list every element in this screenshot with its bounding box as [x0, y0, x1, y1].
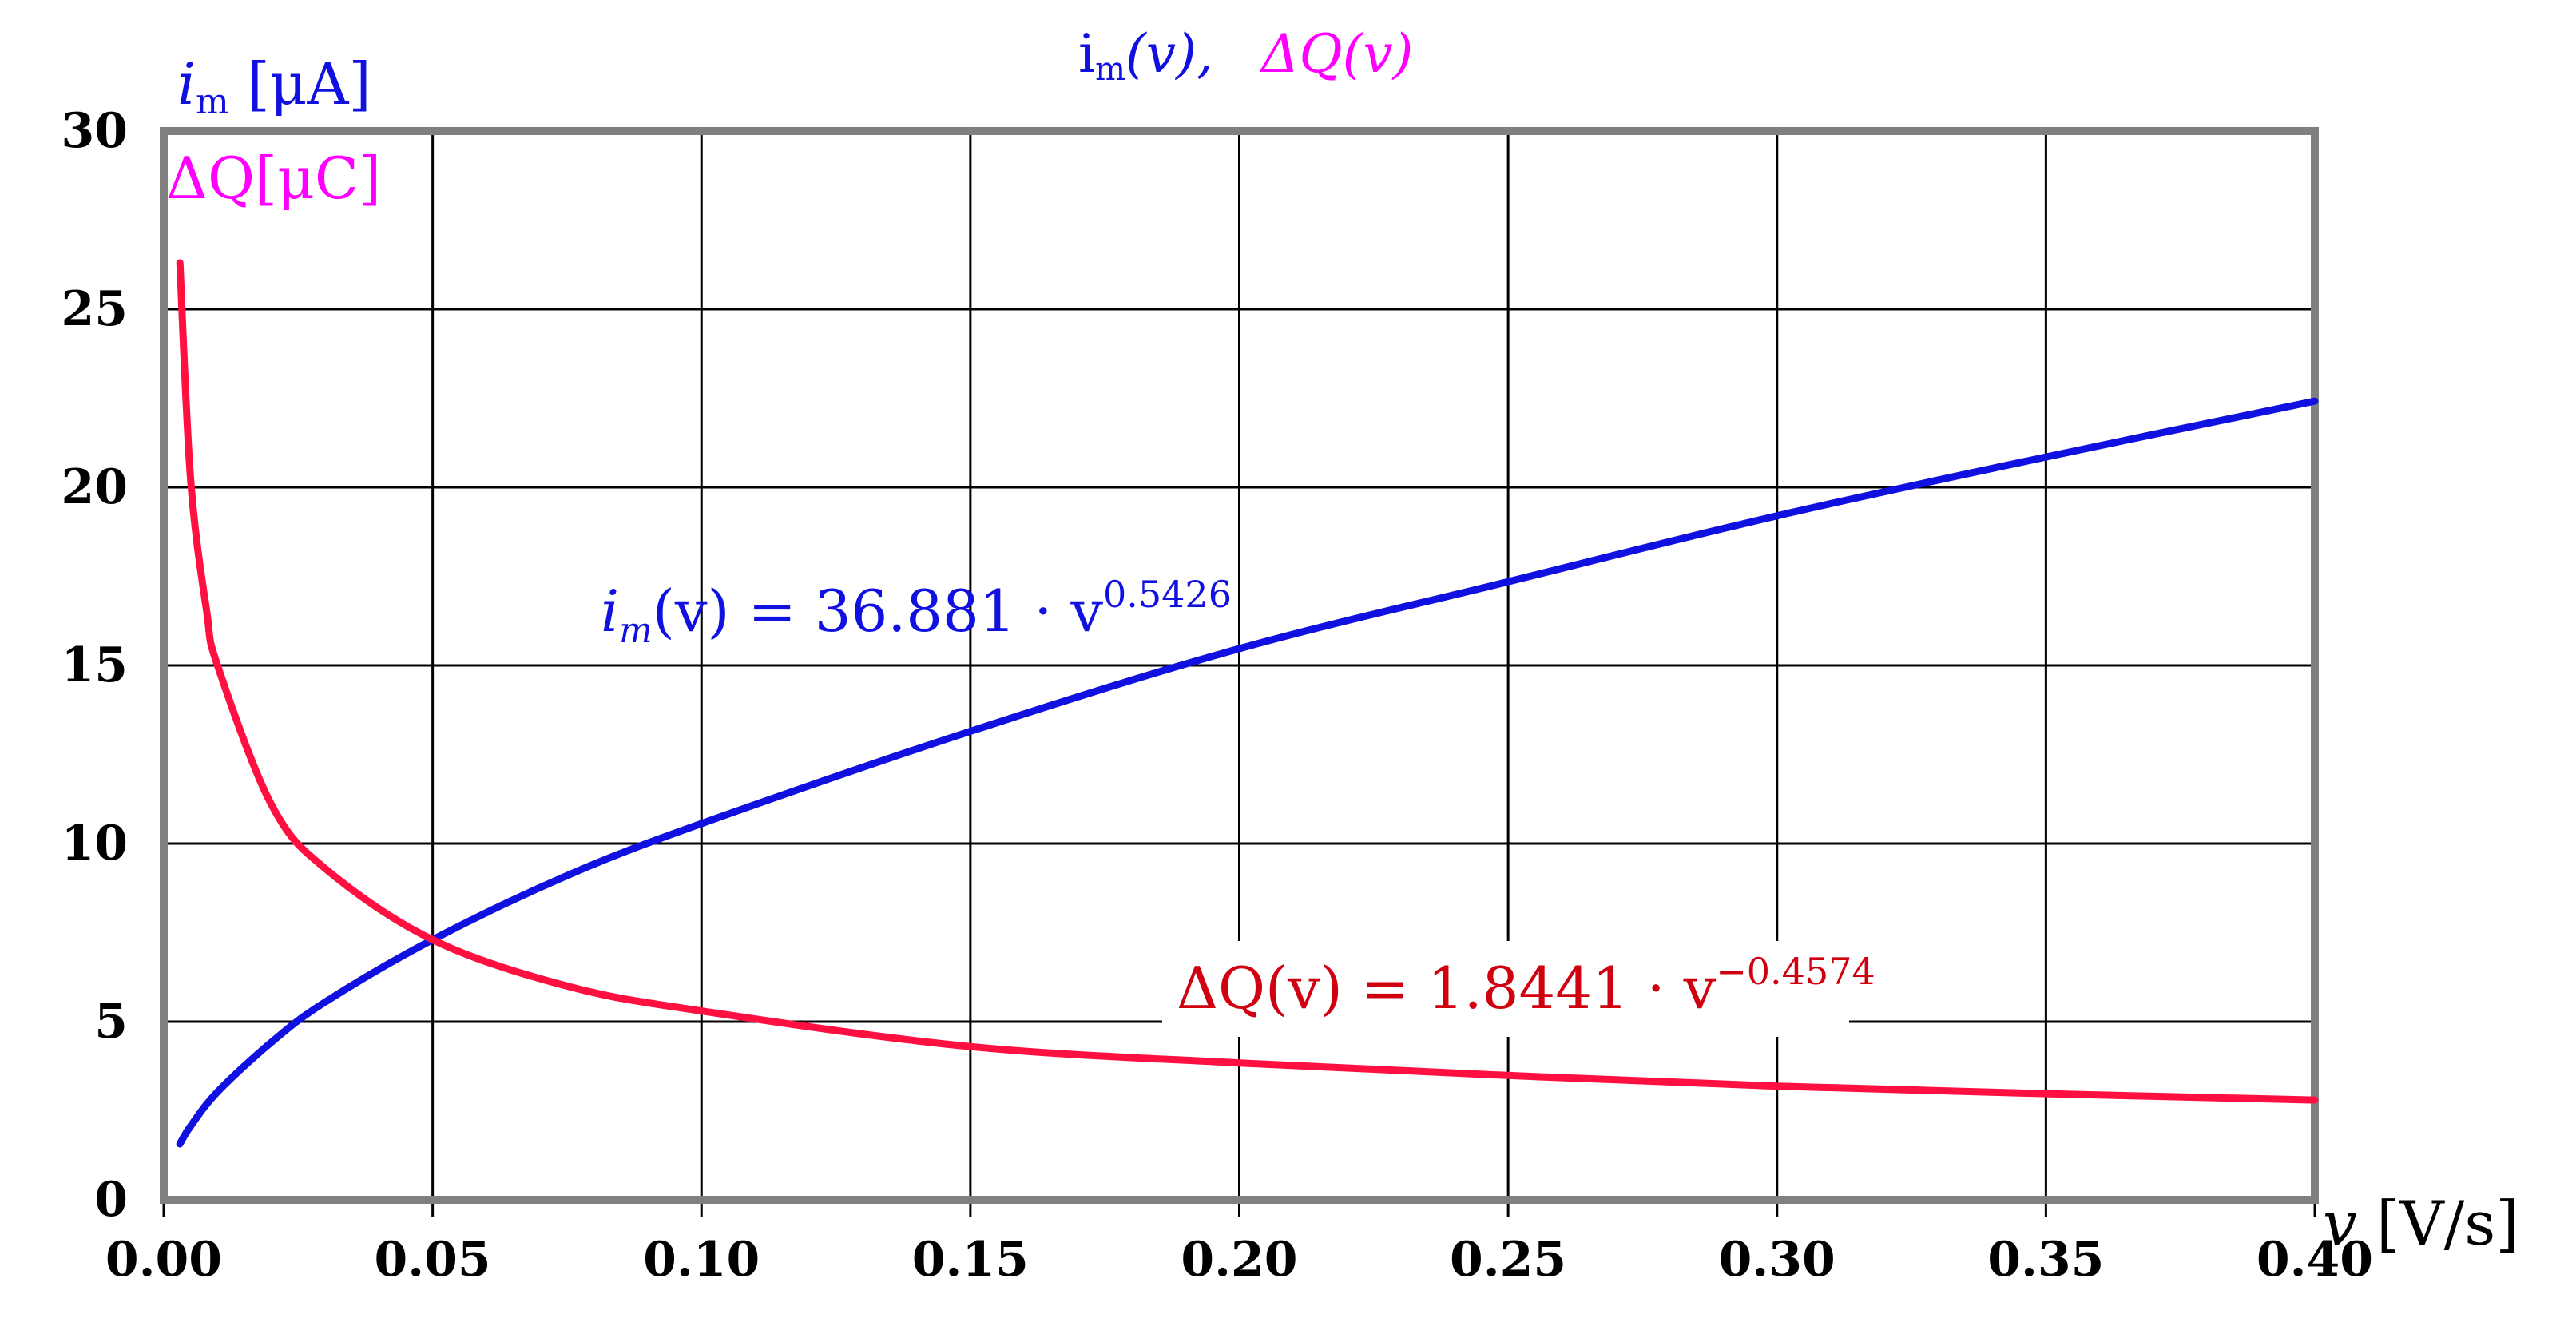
x-tick-label: 0.30 — [1719, 1232, 1836, 1288]
y-axis-label-im: im [μA] — [177, 50, 371, 122]
x-tick-label: 0.35 — [1987, 1232, 2104, 1288]
y-tick-label: 25 — [62, 281, 129, 337]
x-tick-label: 0.40 — [2256, 1232, 2373, 1288]
y-axis-label-dq: ΔQ[μC] — [166, 145, 381, 212]
series-dq-line — [176, 259, 2319, 1104]
y-tick-labels: 0 5 10 15 20 25 30 — [62, 103, 129, 1228]
chart-title: im(v), ΔQ(v) — [1078, 23, 1413, 88]
y-tick-label: 10 — [62, 816, 129, 871]
y-tick-label: 0 — [94, 1172, 128, 1228]
x-tick-label: 0.00 — [105, 1232, 222, 1288]
series-im-line — [176, 397, 2319, 1148]
x-tick-label: 0.15 — [912, 1232, 1029, 1288]
x-axis-label: v [V/s] — [2323, 1188, 2519, 1259]
x-tick-label: 0.10 — [643, 1232, 760, 1288]
x-tick-labels: 0.00 0.05 0.10 0.15 0.20 0.25 0.30 0.35 0.40 — [105, 1232, 2373, 1288]
equation-dq-background — [1162, 941, 1849, 1037]
y-tick-label: 30 — [62, 103, 129, 159]
equation-dq: ΔQ(v) = 1.8441 · v−0.4574 — [1177, 950, 1875, 1022]
equation-im: im(v) = 36.881 · v0.5426 — [601, 573, 1232, 651]
x-tick-label: 0.05 — [375, 1232, 491, 1288]
plot-frame — [160, 127, 2319, 1204]
y-tick-label: 5 — [94, 994, 128, 1050]
y-tick-label: 15 — [62, 637, 129, 693]
x-tick-label: 0.20 — [1181, 1232, 1297, 1288]
x-tick-label: 0.25 — [1450, 1232, 1566, 1288]
y-tick-label: 20 — [62, 459, 129, 515]
